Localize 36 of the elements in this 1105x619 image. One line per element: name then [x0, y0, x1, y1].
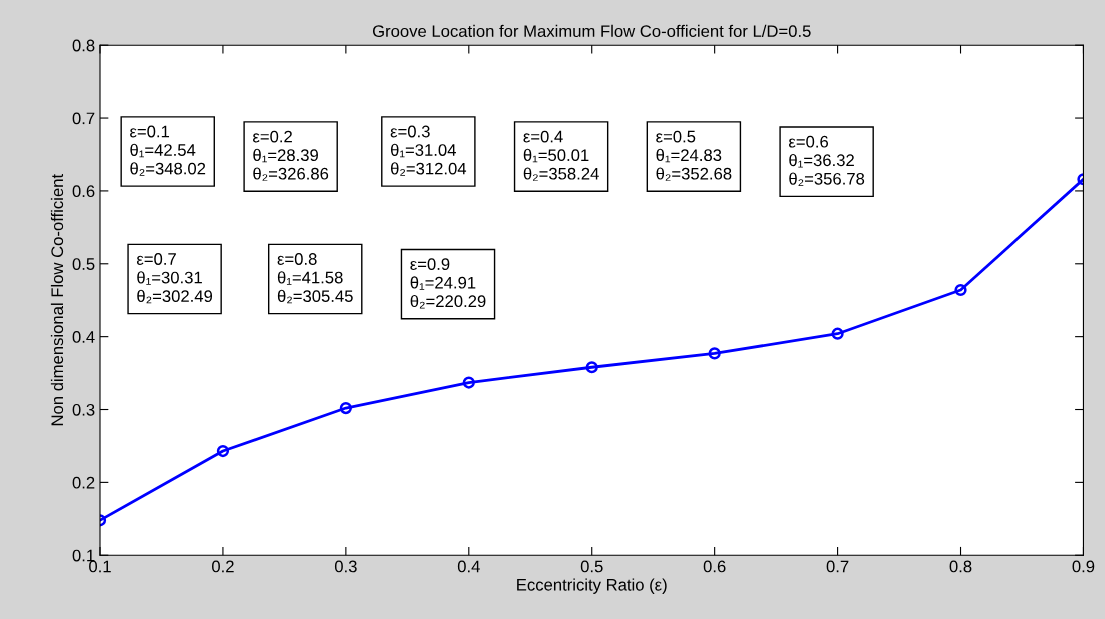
x-tick-label: 0.6 — [703, 560, 726, 573]
annotation: ε=0.6 θ₁=36.32 θ₂=356.78 — [788, 135, 865, 186]
x-tick-label: 0.7 — [826, 560, 849, 573]
annotation: ε=0.9 θ₁=24.91 θ₂=220.29 — [410, 258, 486, 309]
point — [216, 444, 230, 458]
y-tick-label: 0.2 — [72, 476, 95, 489]
point — [831, 327, 844, 340]
x-tick-label: 0.5 — [580, 560, 603, 573]
y-tick-label: 0.5 — [72, 258, 95, 270]
annotation: ε=0.8 θ₁=41.58 θ₂=305.45 — [277, 253, 353, 304]
annotation: ε=0.2 θ₁=28.39 θ₂=326.86 — [253, 130, 329, 181]
x-axis-title: Eccentricity Ratio (ε) — [517, 578, 667, 594]
y-tick-label: 0.3 — [72, 403, 95, 416]
point — [954, 283, 967, 297]
annotation: ε=0.3 θ₁=31.04 θ₂=312.04 — [390, 125, 467, 176]
x-tick-label: 0.1 — [89, 560, 111, 573]
x-tick-label: 0.4 — [457, 560, 480, 573]
point — [708, 347, 721, 360]
y-axis-title: Non dimensional Flow Co-officient — [50, 174, 64, 426]
point — [462, 376, 475, 389]
x-tick-label: 0.8 — [949, 560, 972, 573]
annotation: ε=0.7 θ₁=30.31 θ₂=302.49 — [136, 253, 213, 304]
annotation: ε=0.5 θ₁=24.83 θ₂=352.68 — [656, 130, 732, 181]
annotation: ε=0.1 θ₁=42.54 θ₂=348.02 — [130, 125, 206, 176]
annotation: ε=0.4 θ₁=50.01 θ₂=358.24 — [523, 130, 599, 181]
y-tick-label: 0.8 — [72, 39, 95, 52]
y-tick-label: 0.6 — [72, 185, 95, 198]
point — [339, 401, 352, 415]
point — [585, 361, 598, 374]
x-tick-label: 0.2 — [212, 560, 234, 573]
y-tick-label: 0.7 — [72, 112, 95, 125]
y-tick-label: 0.1 — [72, 549, 95, 562]
y-tick-label: 0.4 — [72, 331, 95, 343]
x-tick-label: 0.3 — [334, 560, 357, 573]
x-tick-label: 0.9 — [1072, 560, 1095, 573]
chart-title: Groove Location for Maximum Flow Co-officient for L/D=0.5 — [372, 24, 811, 38]
